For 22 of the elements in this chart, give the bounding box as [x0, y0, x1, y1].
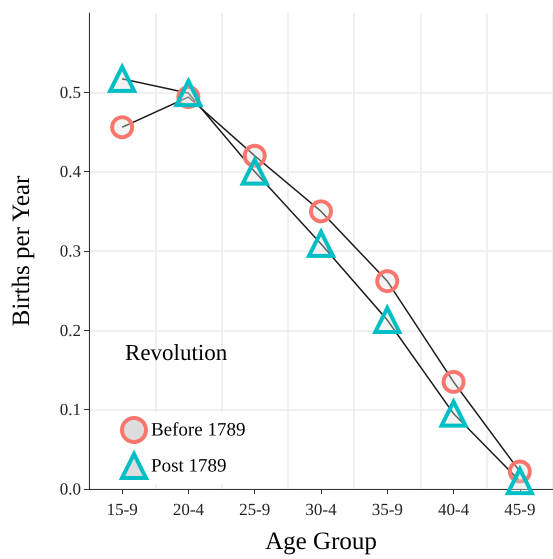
x-tick-label: 15-9 — [106, 500, 138, 519]
y-tick-label: 0.1 — [60, 400, 81, 420]
x-tick-label: 20-4 — [172, 500, 205, 519]
point — [442, 370, 466, 394]
x-tick-label: 45-9 — [504, 500, 536, 519]
y-tick-label: 0.4 — [60, 162, 82, 182]
y-tick-label: 0.2 — [60, 320, 81, 340]
y-tick-label: 0.5 — [60, 82, 81, 102]
point — [375, 269, 400, 294]
point — [110, 115, 134, 140]
legend-title: Revolution — [125, 340, 228, 365]
x-tick-label: 30-4 — [305, 500, 338, 519]
y-axis-title: Births per Year — [8, 174, 35, 326]
x-tick-label: 40-4 — [438, 500, 470, 519]
x-axis-title: Age Group — [265, 528, 377, 555]
legend-label: Before 1789 — [151, 420, 246, 440]
x-tick-label: 35-9 — [372, 500, 403, 519]
x-tick-label: 25-9 — [239, 500, 270, 519]
legend-label: Post 1789 — [151, 456, 226, 476]
y-tick-label: 0.0 — [60, 480, 81, 498]
y-tick-label: 0.3 — [60, 242, 81, 260]
point — [309, 199, 333, 224]
